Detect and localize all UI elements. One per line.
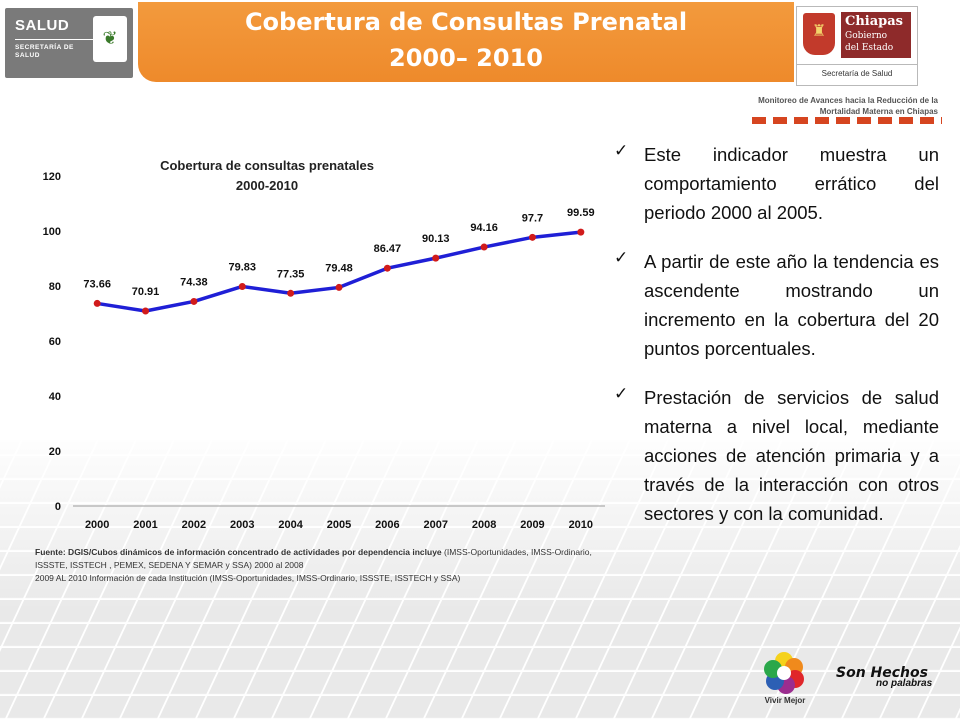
data-label: 90.13 <box>422 233 450 245</box>
y-tick-label: 60 <box>49 336 61 348</box>
data-label: 79.83 <box>229 261 257 273</box>
salud-logo-divider <box>15 39 95 40</box>
chiapas-shield-icon: ♜ <box>803 13 835 55</box>
data-point <box>432 254 440 262</box>
x-tick-label: 2005 <box>327 519 351 531</box>
bullet-text: A partir de este año la tendencia es asc… <box>644 251 939 359</box>
bullet-item: ✓ Prestación de servicios de salud mater… <box>612 383 939 528</box>
x-tick-label: 2004 <box>278 519 303 531</box>
monitor-caption: Monitoreo de Avances hacia la Reducción … <box>758 96 938 116</box>
data-label: 74.38 <box>180 276 208 288</box>
mexico-crest-icon: ❦ <box>93 16 127 62</box>
data-point <box>142 307 150 315</box>
x-tick-label: 2006 <box>375 519 399 531</box>
source-note-rest: (IMSS-Oportunidades, IMSS-Ordinario, ISS… <box>35 547 592 570</box>
check-icon: ✓ <box>614 384 629 403</box>
son-hechos-logo: Son Hechos no palabras <box>836 665 946 689</box>
data-point <box>238 282 246 290</box>
x-tick-label: 2000 <box>85 519 109 531</box>
chiapas-gobierno: Gobierno <box>845 31 888 41</box>
y-tick-label: 100 <box>43 226 61 238</box>
data-point <box>577 228 585 236</box>
vivir-mejor-label: Vivir Mejor <box>764 696 806 705</box>
x-tick-label: 2003 <box>230 519 254 531</box>
title-banner: Cobertura de Consultas Prenatal 2000– 20… <box>138 2 794 82</box>
x-tick-label: 2010 <box>569 519 593 531</box>
data-label: 77.35 <box>277 268 305 280</box>
y-tick-label: 0 <box>55 501 61 513</box>
bullet-text: Este indicador muestra un comportamiento… <box>644 144 939 223</box>
chiapas-secretaria: Secretaría de Salud <box>797 64 917 78</box>
data-label: 73.66 <box>83 278 111 290</box>
source-note-bold: Fuente: DGIS/Cubos dinámicos de informac… <box>35 547 442 557</box>
vivir-mejor-logo-icon <box>764 652 804 694</box>
bullet-list: ✓ Este indicador muestra un comportamien… <box>612 140 939 548</box>
page-title-years: 2000– 2010 <box>389 44 543 72</box>
source-note: Fuente: DGIS/Cubos dinámicos de informac… <box>35 546 595 585</box>
son-hechos-line1: Son Hechos <box>836 665 928 681</box>
x-tick-label: 2008 <box>472 519 496 531</box>
data-label: 94.16 <box>470 222 498 234</box>
x-tick-label: 2007 <box>423 519 447 531</box>
data-point <box>190 297 198 305</box>
chiapas-logo: ♜ Chiapas Gobierno del Estado Secretaría… <box>796 6 918 86</box>
check-icon: ✓ <box>614 141 629 160</box>
data-label: 86.47 <box>374 243 402 255</box>
source-note-line3: 2009 AL 2010 Información de cada Institu… <box>35 573 461 583</box>
check-icon: ✓ <box>614 248 629 267</box>
x-tick-label: 2009 <box>520 519 544 531</box>
line-chart: Cobertura de consultas prenatales 2000-20… <box>43 158 605 531</box>
bullet-text: Prestación de servicios de salud materna… <box>644 387 939 524</box>
y-tick-label: 120 <box>43 171 61 183</box>
salud-logo-word: SALUD <box>15 17 70 34</box>
data-point <box>93 299 101 307</box>
data-point <box>528 233 536 241</box>
chiapas-name: Chiapas <box>845 14 903 29</box>
chart-container: Cobertura de consultas prenatales 2000-20… <box>0 130 620 540</box>
x-tick-label: 2002 <box>182 519 206 531</box>
data-label: 99.59 <box>567 207 595 219</box>
son-hechos-line2: no palabras <box>876 678 933 689</box>
y-tick-label: 80 <box>49 281 61 293</box>
bullet-item: ✓ Este indicador muestra un comportamien… <box>612 140 939 227</box>
salud-logo-subtitle: SECRETARÍA DE SALUD <box>15 44 74 59</box>
data-label: 70.91 <box>132 286 160 298</box>
data-label: 79.48 <box>325 262 353 274</box>
chart-title: 2000-2010 <box>236 178 298 193</box>
data-point <box>480 243 488 251</box>
data-label: 97.7 <box>522 212 543 224</box>
data-point <box>335 283 343 291</box>
data-point <box>383 264 391 272</box>
salud-logo: SALUD SECRETARÍA DE SALUD ❦ <box>5 8 133 78</box>
page-title: Cobertura de Consultas Prenatal <box>244 8 688 36</box>
bullet-item: ✓ A partir de este año la tendencia es a… <box>612 247 939 363</box>
y-tick-label: 40 <box>49 391 61 403</box>
chiapas-name-box: Chiapas Gobierno del Estado <box>841 12 911 58</box>
data-point <box>287 289 295 297</box>
accent-dashes <box>752 117 942 124</box>
chart-title: Cobertura de consultas prenatales <box>160 158 374 173</box>
x-tick-label: 2001 <box>133 519 157 531</box>
y-tick-label: 20 <box>49 446 61 458</box>
chiapas-estado: del Estado <box>845 43 894 53</box>
